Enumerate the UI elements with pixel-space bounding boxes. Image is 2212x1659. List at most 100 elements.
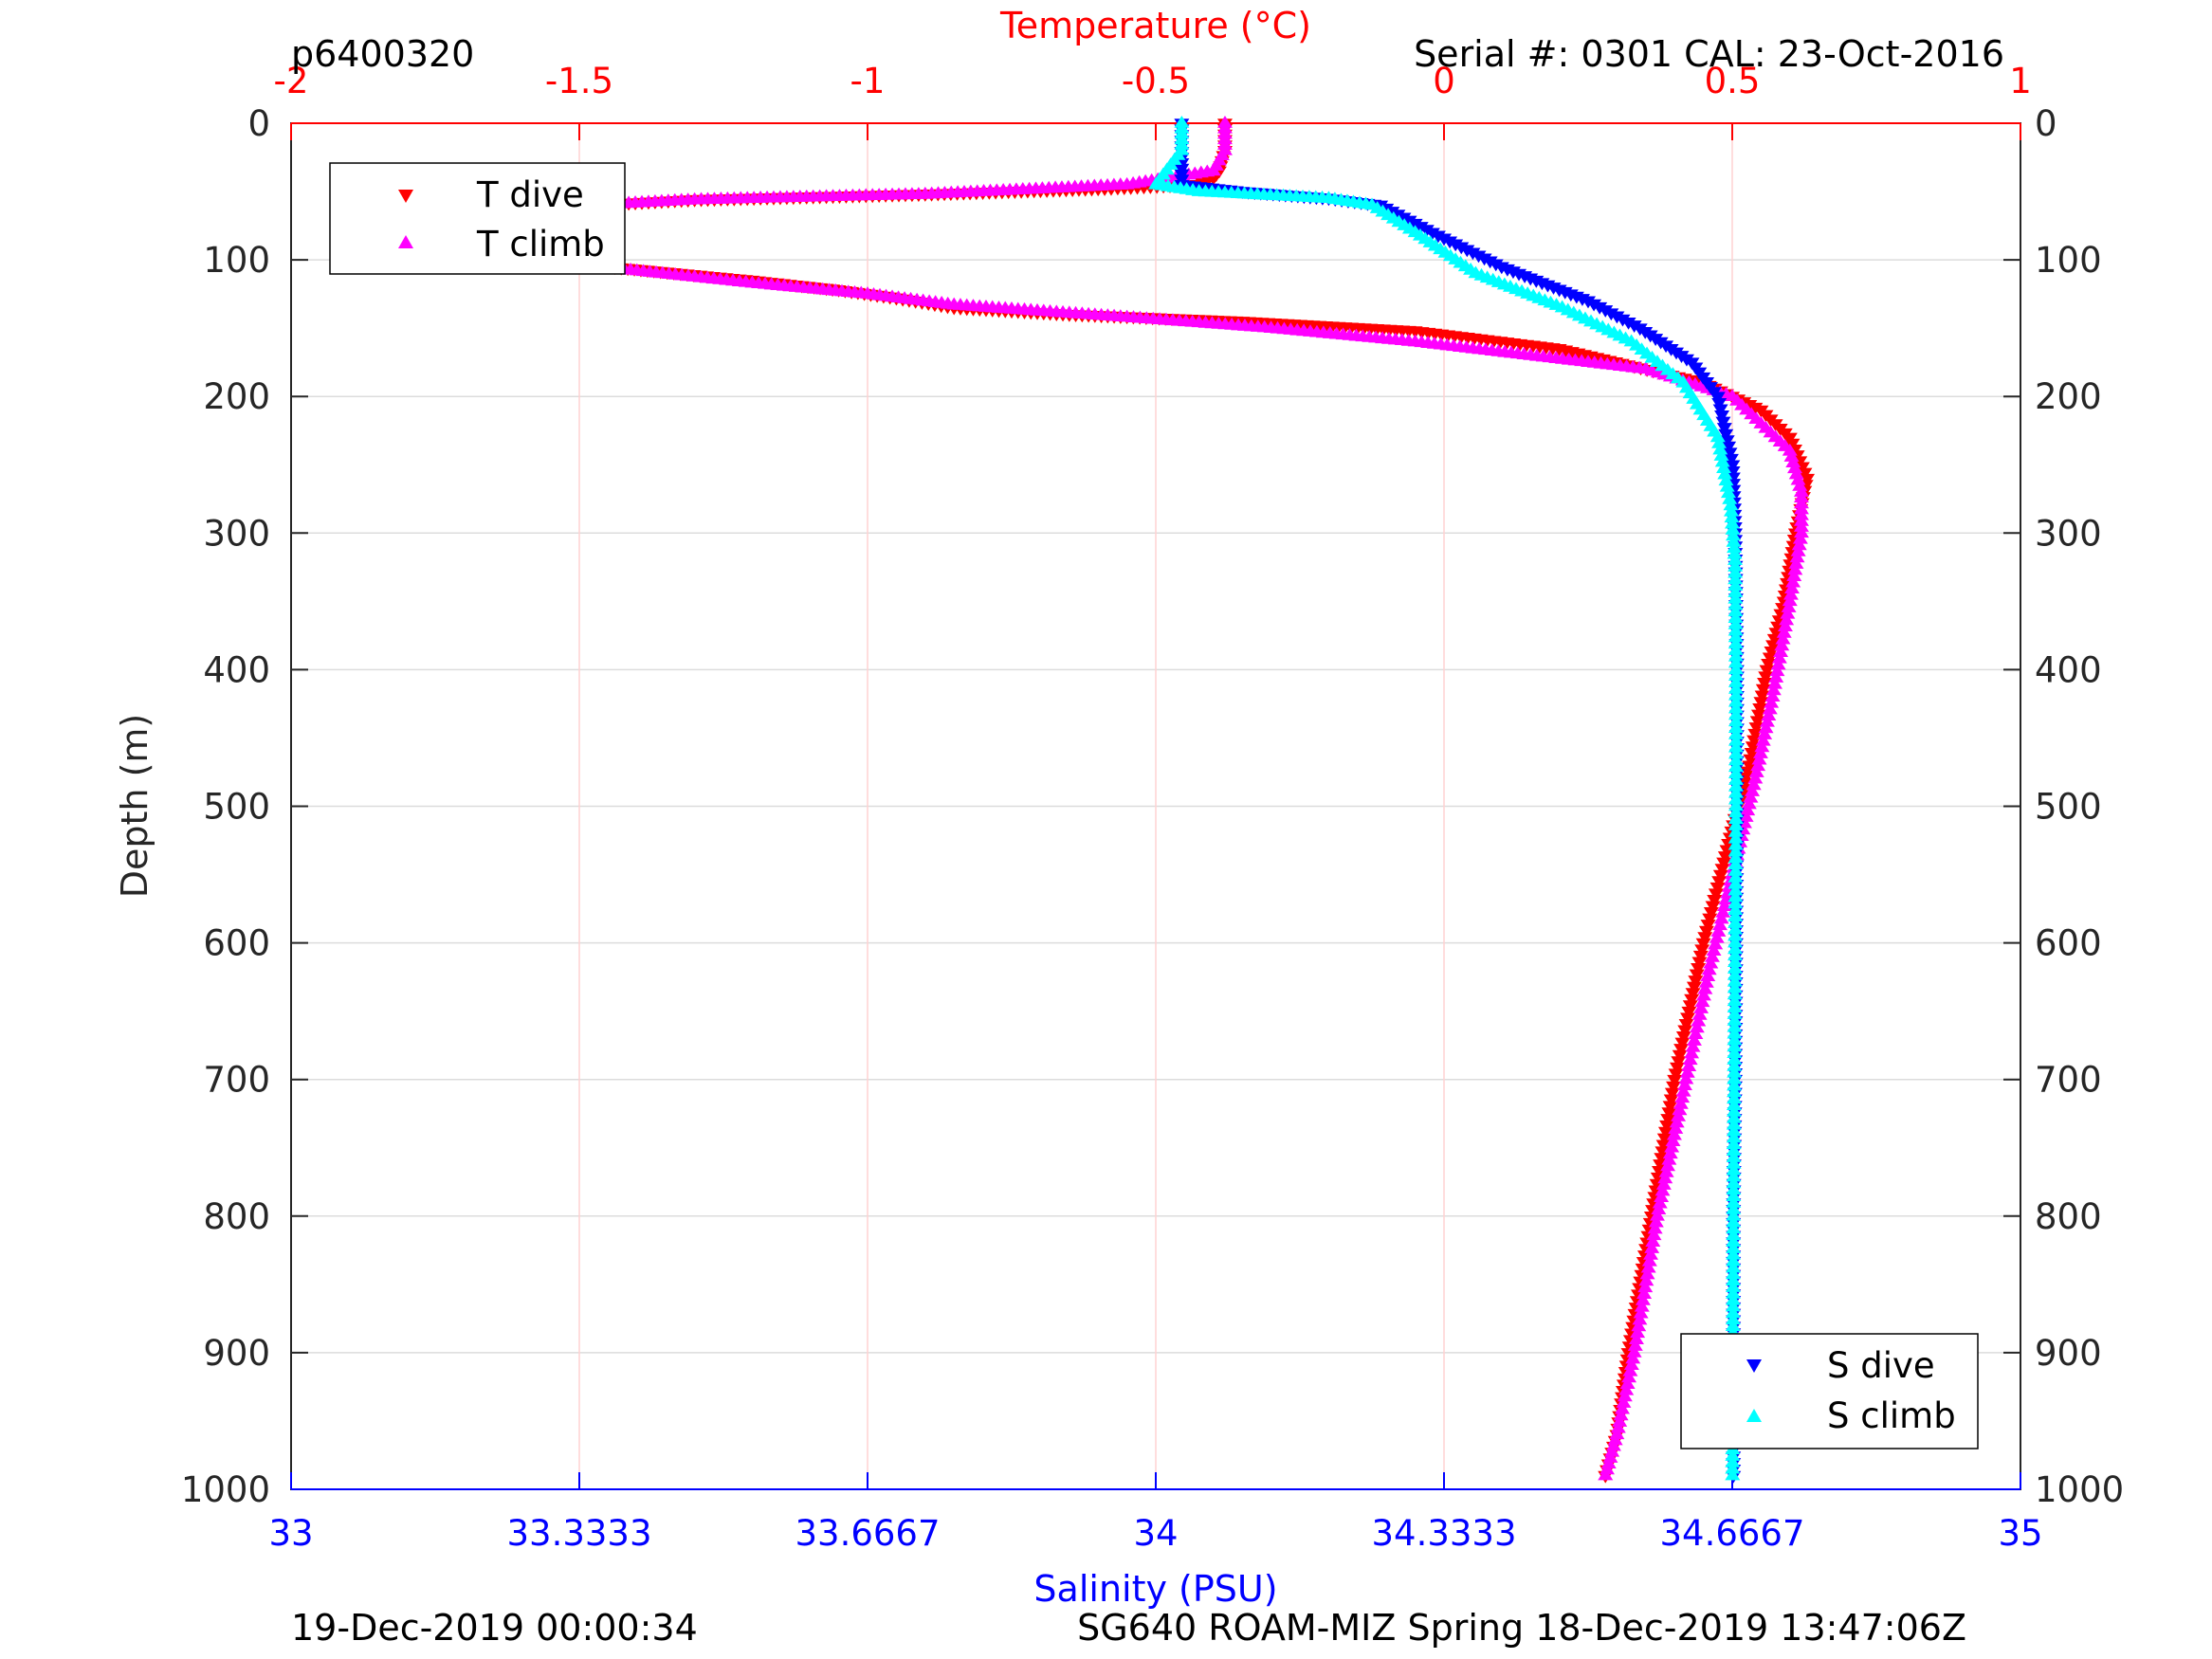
data-point xyxy=(1714,864,1730,876)
data-point xyxy=(1789,550,1805,563)
data-point xyxy=(1727,948,1743,961)
data-point xyxy=(1612,1414,1628,1427)
data-point xyxy=(1728,909,1744,921)
data-point xyxy=(1727,546,1743,559)
data-point xyxy=(1726,1117,1742,1130)
data-point xyxy=(1728,869,1744,883)
data-point xyxy=(1784,581,1801,594)
depth-tick-label-left: 600 xyxy=(203,923,270,964)
data-point xyxy=(1726,1091,1742,1104)
data-point xyxy=(1728,611,1744,623)
data-point xyxy=(1668,1121,1684,1134)
salinity-legend: S dive S climb xyxy=(1680,1333,1979,1449)
footer-mission: SG640 ROAM-MIZ Spring 18-Dec-2019 13:47:… xyxy=(1077,1607,1966,1649)
data-point xyxy=(1758,671,1774,684)
salinity-tick-label: 33.3333 xyxy=(506,1513,651,1554)
data-point xyxy=(1695,988,1711,1001)
data-point xyxy=(1726,1201,1742,1214)
data-point xyxy=(1727,1032,1743,1046)
data-point xyxy=(1664,1087,1680,1101)
data-point xyxy=(1728,714,1744,727)
data-point xyxy=(1684,1046,1700,1059)
data-point xyxy=(1718,473,1734,486)
data-point xyxy=(1726,1182,1742,1195)
depth-tick-label-right: 900 xyxy=(2035,1333,2102,1374)
data-point xyxy=(1656,1133,1673,1146)
data-point xyxy=(1728,753,1744,766)
data-point xyxy=(1630,1325,1646,1339)
data-point xyxy=(1621,1370,1637,1383)
data-point xyxy=(1704,949,1720,962)
data-point xyxy=(1726,1260,1742,1273)
data-point xyxy=(1725,1280,1741,1292)
data-point xyxy=(1727,980,1743,994)
data-point xyxy=(1707,894,1723,907)
data-point xyxy=(1728,681,1744,694)
data-point xyxy=(1728,896,1744,909)
data-point xyxy=(1712,404,1728,417)
data-point xyxy=(1678,1071,1694,1085)
data-point xyxy=(1752,746,1768,758)
data-point xyxy=(1618,1382,1635,1395)
data-point xyxy=(1782,443,1798,456)
data-point xyxy=(1637,1280,1654,1293)
data-point xyxy=(1754,690,1770,703)
data-point xyxy=(1726,1110,1742,1123)
data-point xyxy=(1728,591,1744,604)
data-point xyxy=(1609,1427,1625,1440)
data-point xyxy=(1728,811,1744,825)
data-point xyxy=(1691,963,1707,975)
data-point xyxy=(1728,759,1744,773)
data-point xyxy=(1712,442,1728,455)
data-point xyxy=(1660,1158,1676,1172)
data-point xyxy=(1728,824,1744,837)
data-point xyxy=(1748,765,1764,777)
data-point xyxy=(1777,619,1793,632)
data-point xyxy=(1761,708,1777,720)
data-point xyxy=(1728,623,1744,636)
data-point xyxy=(1725,522,1741,535)
data-point xyxy=(1723,453,1739,466)
data-point xyxy=(1728,629,1744,643)
data-point xyxy=(1684,994,1700,1007)
data-point xyxy=(1728,928,1744,941)
data-point xyxy=(1728,565,1744,578)
data-point xyxy=(1724,510,1740,523)
data-point xyxy=(1628,1332,1644,1344)
data-point xyxy=(1762,652,1778,665)
data-point xyxy=(1728,785,1744,798)
data-point xyxy=(1631,1319,1647,1332)
data-point xyxy=(1721,441,1737,454)
data-point xyxy=(1700,969,1716,982)
data-point xyxy=(1782,587,1799,600)
data-point xyxy=(1674,1037,1691,1050)
data-point xyxy=(1728,597,1744,611)
data-point xyxy=(1616,1395,1632,1408)
data-point xyxy=(1716,857,1732,870)
depth-tick-label-right: 800 xyxy=(2035,1196,2102,1237)
data-point xyxy=(1748,722,1764,735)
data-point xyxy=(1667,1074,1683,1087)
depth-axis-title: Depth (m) xyxy=(114,714,155,899)
data-point xyxy=(1726,528,1742,541)
data-point xyxy=(1641,1253,1657,1267)
temperature-tick-label: -1.5 xyxy=(545,61,613,101)
legend-marker-s-dive xyxy=(1746,1359,1762,1373)
depth-tick-label-left: 800 xyxy=(203,1196,270,1237)
temperature-legend: T dive T climb xyxy=(329,162,626,275)
data-point xyxy=(1758,720,1774,734)
data-point xyxy=(1657,1171,1673,1184)
data-point xyxy=(1599,1462,1615,1475)
data-point xyxy=(1725,1461,1741,1474)
data-point xyxy=(1727,974,1743,987)
legend-box xyxy=(329,162,626,275)
data-point xyxy=(1780,606,1796,619)
temperature-tick-label: 1 xyxy=(2009,61,2032,101)
data-point xyxy=(1766,676,1782,689)
data-point xyxy=(1717,466,1733,480)
data-point xyxy=(1716,461,1732,473)
data-point xyxy=(1728,675,1744,687)
data-point xyxy=(1643,1247,1659,1260)
data-point xyxy=(1697,932,1713,945)
legend-marker-t-dive xyxy=(398,190,413,203)
